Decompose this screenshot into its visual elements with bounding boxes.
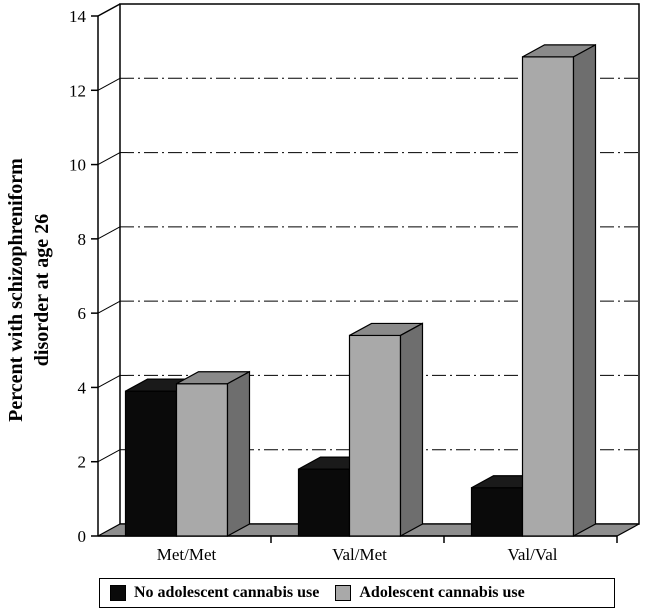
gridline-diagonal [97, 152, 121, 166]
bar-front [348, 334, 402, 537]
x-tick-label: Met/Met [157, 545, 217, 564]
gridline-diagonal [97, 374, 121, 388]
bar [348, 322, 424, 538]
gridline-diagonal [97, 300, 121, 314]
y-tick-label: 12 [69, 81, 86, 100]
legend-item-no-cannabis: No adolescent cannabis use [110, 584, 319, 602]
bar-front [175, 383, 229, 537]
y-tick-label: 8 [78, 230, 87, 249]
y-axis-label-line-1: Percent with schizophreniform [5, 158, 27, 422]
x-tick-label: Val/Met [332, 545, 387, 564]
bar [521, 43, 597, 538]
bar [175, 370, 251, 538]
bar-front [521, 56, 575, 537]
bar-front [124, 390, 178, 537]
y-tick-label: 0 [78, 527, 87, 546]
gridline-diagonal [97, 77, 121, 91]
bar-front [470, 487, 524, 537]
legend-label-no-cannabis: No adolescent cannabis use [134, 584, 320, 601]
gridline-diagonal [97, 226, 121, 240]
legend-item-cannabis: Adolescent cannabis use [335, 584, 525, 602]
y-tick-label: 10 [69, 156, 86, 175]
bar-side [572, 43, 597, 538]
y-axis-label: Percent with schizophreniform disorder a… [5, 158, 53, 422]
bar-front [297, 468, 351, 537]
gridline-diagonal [97, 449, 121, 463]
y-tick-label: 14 [69, 7, 87, 26]
legend-swatch-no-cannabis [110, 585, 126, 601]
y-tick-label: 4 [78, 378, 87, 397]
y-axis-label-line-2: disorder at age 26 [31, 214, 53, 366]
legend-label-cannabis: Adolescent cannabis use [359, 584, 525, 601]
wall-top-edge [97, 3, 121, 17]
legend: No adolescent cannabis use Adolescent ca… [99, 578, 615, 608]
legend-swatch-cannabis [335, 585, 352, 601]
bar-side [399, 322, 424, 538]
x-tick-label: Val/Val [507, 545, 557, 564]
bar-side [226, 370, 251, 538]
y-tick-label: 2 [78, 453, 87, 472]
y-tick-label: 6 [78, 304, 87, 323]
